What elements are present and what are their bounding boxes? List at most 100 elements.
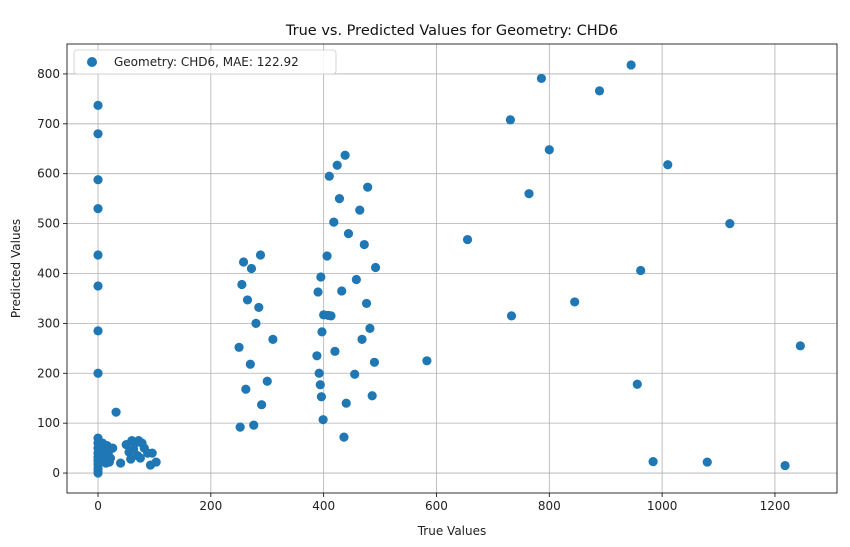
- data-point: [363, 182, 373, 192]
- plot-area-frame: [66, 43, 838, 494]
- y-axis-label: Predicted Values: [9, 219, 23, 318]
- data-point: [105, 453, 116, 463]
- legend-entry-label: Geometry: CHD6, MAE: 122.92: [114, 55, 299, 69]
- data-point: [324, 171, 334, 181]
- data-point: [361, 298, 372, 309]
- data-point: [337, 286, 347, 296]
- data-point: [93, 100, 103, 110]
- y-tick-label: 500: [37, 217, 60, 231]
- data-point: [339, 432, 349, 442]
- data-point: [245, 359, 255, 369]
- data-point: [314, 368, 324, 378]
- data-point: [108, 443, 118, 453]
- data-point: [257, 400, 267, 410]
- data-point: [235, 422, 245, 432]
- data-point: [315, 380, 325, 390]
- data-point: [341, 398, 351, 408]
- data-point: [663, 160, 673, 170]
- data-point: [93, 468, 103, 478]
- data-point: [367, 391, 377, 401]
- data-point: [111, 407, 121, 417]
- data-point: [326, 311, 336, 321]
- y-tick-label: 200: [37, 366, 60, 380]
- legend: Geometry: CHD6, MAE: 122.92: [73, 49, 337, 75]
- y-tick-label: 300: [37, 316, 60, 330]
- data-point: [340, 150, 350, 160]
- data-point: [462, 234, 473, 245]
- data-point: [317, 327, 327, 337]
- data-point: [330, 346, 340, 356]
- data-point: [648, 456, 658, 467]
- y-tick-label: 100: [37, 416, 60, 430]
- data-point: [626, 60, 636, 70]
- data-point: [93, 129, 103, 139]
- data-point: [725, 219, 735, 229]
- data-point: [316, 272, 326, 282]
- data-point: [329, 217, 339, 227]
- x-tick-label: 0: [94, 499, 102, 513]
- data-point: [351, 274, 361, 285]
- x-axis-ticks: 0 200 400 600 800 1000 1200: [94, 493, 790, 513]
- x-tick-label: 400: [312, 499, 335, 513]
- data-point: [365, 323, 375, 333]
- data-point: [702, 457, 712, 467]
- data-point: [249, 420, 259, 430]
- legend-box: [73, 49, 337, 75]
- data-point: [313, 287, 323, 297]
- data-point: [93, 250, 103, 260]
- data-point: [357, 334, 367, 344]
- data-point: [135, 453, 145, 463]
- data-point: [795, 341, 805, 351]
- y-tick-label: 400: [37, 266, 60, 280]
- data-point: [312, 351, 322, 361]
- data-point: [780, 460, 790, 471]
- x-tick-label: 1000: [647, 499, 678, 513]
- y-tick-label: 600: [37, 167, 60, 181]
- x-tick-label: 600: [425, 499, 448, 513]
- y-tick-label: 700: [37, 117, 60, 131]
- data-point: [332, 160, 342, 170]
- y-tick-label: 0: [52, 466, 60, 480]
- data-point: [334, 194, 345, 204]
- data-point: [316, 392, 327, 402]
- data-point: [544, 145, 554, 155]
- data-point: [369, 357, 380, 367]
- data-point: [506, 311, 517, 321]
- data-point: [251, 318, 261, 328]
- data-point: [93, 204, 103, 214]
- data-point: [93, 326, 103, 336]
- data-point: [422, 356, 432, 366]
- x-axis-label: True Values: [417, 524, 487, 538]
- x-tick-label: 800: [538, 499, 561, 513]
- data-point: [115, 458, 126, 468]
- data-point: [126, 454, 136, 464]
- data-point: [632, 379, 642, 389]
- data-points: [93, 60, 805, 478]
- x-tick-label: 200: [199, 499, 222, 513]
- data-point: [93, 281, 103, 291]
- data-point: [636, 265, 646, 276]
- grid-lines: [67, 44, 837, 493]
- data-point: [370, 262, 381, 273]
- data-point: [242, 295, 253, 305]
- legend-marker: [87, 57, 97, 67]
- data-point: [147, 448, 157, 458]
- data-point: [93, 368, 103, 378]
- data-point: [355, 205, 365, 215]
- data-point: [318, 415, 328, 425]
- data-point: [234, 342, 244, 352]
- data-point: [262, 376, 272, 386]
- y-tick-label: 800: [37, 67, 60, 81]
- data-point: [246, 263, 257, 274]
- data-point: [350, 369, 360, 379]
- x-tick-label: 1200: [760, 499, 791, 513]
- data-point: [238, 257, 249, 267]
- data-point: [524, 189, 534, 199]
- chart-title: True vs. Predicted Values for Geometry: …: [285, 23, 618, 39]
- data-point: [359, 239, 369, 250]
- data-point: [322, 251, 332, 261]
- data-point: [594, 86, 605, 96]
- data-point: [241, 384, 251, 394]
- data-point: [343, 228, 354, 239]
